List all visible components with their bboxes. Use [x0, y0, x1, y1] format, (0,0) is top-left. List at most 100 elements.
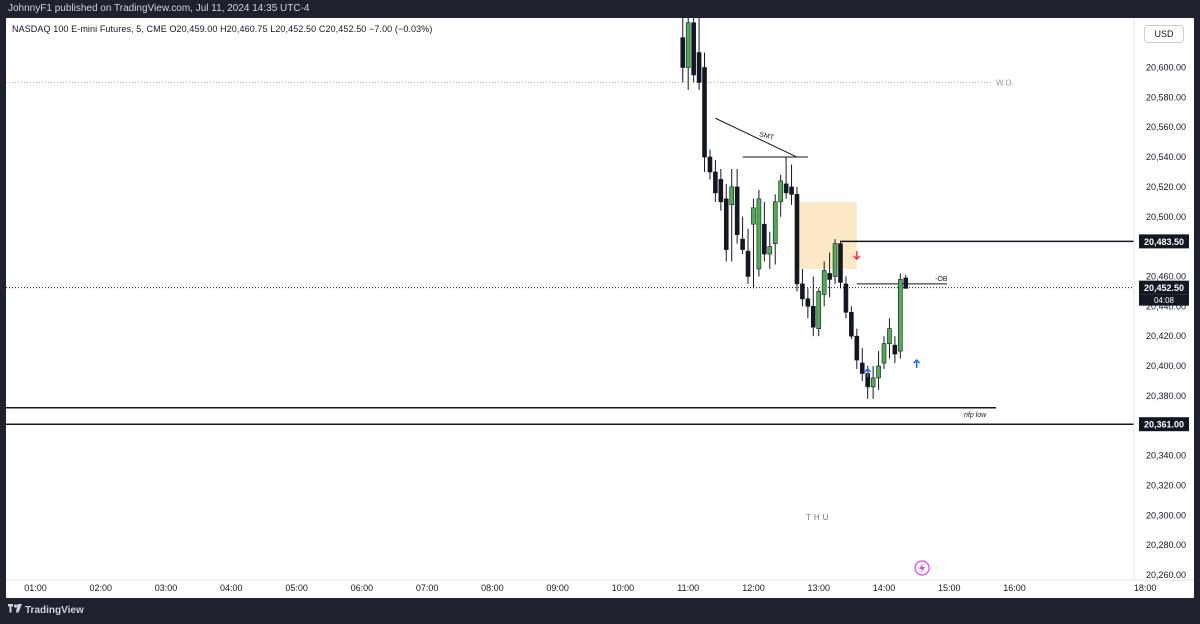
candle-body — [756, 198, 762, 270]
x-tick-label: 09:00 — [546, 583, 569, 593]
candle-body — [718, 179, 724, 203]
price-tag-20361-label: 20,361.00 — [1144, 420, 1184, 430]
time-axis[interactable] — [6, 581, 1194, 598]
currency-button[interactable]: USD — [1144, 25, 1184, 43]
ob-label: -OB — [935, 276, 948, 283]
brand[interactable]: TradingView — [8, 604, 84, 618]
candle-body — [751, 207, 756, 225]
candle-body — [783, 183, 789, 194]
smt-line-upper — [715, 117, 798, 158]
candle-body — [772, 201, 778, 244]
candle-body — [859, 362, 865, 374]
candle-body — [702, 67, 707, 158]
arrow-down-icon — [853, 251, 861, 261]
candle-body — [876, 365, 881, 379]
countdown-box — [1139, 294, 1189, 306]
y-tick-label: 20,260.00 — [1146, 570, 1186, 580]
x-tick-label: 03:00 — [155, 583, 178, 593]
published-text: JohnnyF1 published on TradingView.com, J… — [8, 3, 310, 14]
candle-body — [778, 180, 783, 203]
candle-body — [805, 298, 811, 307]
candle-body — [881, 343, 887, 364]
y-tick-label: 20,340.00 — [1146, 451, 1186, 461]
price-tag-current-label: 20,452.50 — [1144, 283, 1184, 293]
candle-body — [843, 283, 849, 313]
x-tick-label: 14:00 — [873, 583, 896, 593]
price-tag-20361-box — [1139, 417, 1189, 432]
candle-body — [849, 311, 854, 337]
candle-body — [729, 186, 735, 206]
price-tag-20483-box — [1139, 234, 1189, 249]
y-tick-label: 20,600.00 — [1146, 63, 1186, 73]
price-axis[interactable] — [1134, 18, 1194, 598]
price-tag-20483-label: 20,483.50 — [1144, 237, 1184, 247]
countdown-label: 04:08 — [1154, 296, 1175, 305]
y-tick-label: 20,420.00 — [1146, 331, 1186, 341]
candle-body — [811, 305, 816, 328]
candle-body — [827, 273, 832, 280]
nfp-low-label: nfp low — [964, 412, 987, 419]
arrow-up-icon — [913, 358, 921, 369]
candle-body — [696, 52, 702, 83]
candle-body — [680, 37, 686, 68]
candle-body — [745, 250, 751, 277]
candle-body — [903, 277, 909, 289]
footer-bar: TradingView — [0, 598, 1200, 624]
candle-body — [794, 194, 800, 285]
w-o-label: W.O. — [996, 78, 1014, 87]
x-tick-label: 01:00 — [24, 583, 47, 593]
candle-body — [789, 186, 794, 195]
candle-body — [832, 243, 838, 277]
candle-body — [723, 198, 729, 250]
x-tick-label: 04:00 — [220, 583, 243, 593]
y-tick-label: 20,560.00 — [1146, 122, 1186, 132]
chart-panel[interactable]: W.O. nfp low -OB SMT THU 20,600.00 20,580.00 20… — [6, 18, 1194, 598]
x-tick-label: 07:00 — [416, 583, 439, 593]
x-tick-label: 12:00 — [742, 583, 765, 593]
candle-body — [816, 291, 822, 329]
x-tick-label: 05:00 — [285, 583, 308, 593]
candle-body — [892, 344, 898, 355]
y-tick-label: 20,460.00 — [1146, 271, 1186, 281]
chart-canvas[interactable]: W.O. nfp low -OB SMT THU 20,600.00 20,580.00 20… — [6, 18, 1194, 598]
y-tick-label: 20,500.00 — [1146, 212, 1186, 222]
x-tick-label: 06:00 — [351, 583, 374, 593]
candle-body — [740, 238, 745, 250]
candle-body — [821, 270, 827, 295]
candle-body — [854, 335, 860, 361]
y-tick-label: 20,320.00 — [1146, 480, 1186, 490]
candle-body — [887, 328, 892, 344]
candle-body — [838, 243, 843, 283]
candle-body — [767, 246, 773, 255]
day-label: THU — [806, 513, 831, 522]
x-tick-label: 13:00 — [807, 583, 830, 593]
y-tick-label: 20,300.00 — [1146, 510, 1186, 520]
x-tick-label: 18:00 — [1134, 583, 1157, 593]
x-tick-label: 02:00 — [90, 583, 113, 593]
candle-body — [691, 22, 696, 76]
y-tick-label: 20,540.00 — [1146, 152, 1186, 162]
order-block-zone — [796, 201, 857, 269]
published-bar: JohnnyF1 published on TradingView.com, J… — [0, 0, 1200, 18]
lightning-icon[interactable] — [914, 560, 930, 576]
candle-body — [707, 156, 713, 173]
price-tag-current-box — [1139, 280, 1189, 295]
x-tick-label: 11:00 — [677, 583, 699, 593]
x-tick-label: 10:00 — [612, 583, 635, 593]
arrow-up-icon — [864, 367, 872, 377]
y-tick-label: 20,520.00 — [1146, 182, 1186, 192]
y-tick-label: 20,280.00 — [1146, 540, 1186, 550]
candle-body — [734, 186, 740, 235]
symbol-legend: NASDAQ 100 E-mini Futures, 5, CME O20,45… — [12, 24, 433, 34]
y-tick-label: 20,380.00 — [1146, 391, 1186, 401]
x-tick-label: 15:00 — [938, 583, 961, 593]
x-tick-label: 16:00 — [1003, 583, 1026, 593]
candle-body — [800, 283, 805, 300]
candle-body — [870, 377, 876, 388]
candle-body — [685, 22, 691, 68]
brand-name: TradingView — [25, 605, 84, 616]
y-tick-label: 20,580.00 — [1146, 92, 1186, 102]
candle-body — [898, 279, 903, 352]
y-tick-label: 20,440.00 — [1146, 301, 1186, 311]
x-tick-label: 08:00 — [481, 583, 504, 593]
